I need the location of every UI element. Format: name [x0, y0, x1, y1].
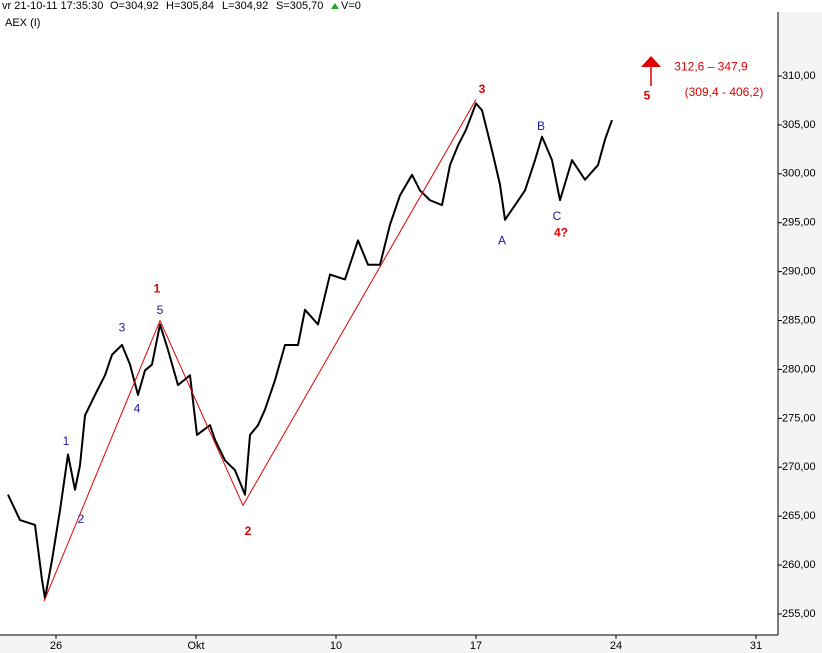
- annotation: 2: [78, 512, 85, 526]
- y-tick-label: 295,00: [782, 217, 816, 229]
- y-tick-label: 305,00: [782, 119, 816, 131]
- header-close: S=305,70: [276, 0, 323, 12]
- annotation: 4: [134, 402, 141, 416]
- x-tick-label: 26: [50, 640, 62, 652]
- header-high: H=305,84: [166, 0, 214, 12]
- x-tick-label: 31: [750, 640, 762, 652]
- y-tick-label: 300,00: [782, 168, 816, 180]
- up-triangle: [331, 3, 339, 9]
- y-tick-label: 260,00: [782, 559, 816, 571]
- annotation: A: [498, 233, 506, 247]
- y-tick-label: 255,00: [782, 608, 816, 620]
- x-tick-label: 24: [610, 640, 622, 652]
- annotation: 1: [154, 281, 161, 295]
- target-arrow-head: [641, 56, 661, 67]
- x-tick-label: 17: [470, 640, 482, 652]
- annotation: 4?: [554, 226, 568, 240]
- annotation: 5: [644, 89, 651, 103]
- y-tick-label: 280,00: [782, 363, 816, 375]
- chart-title: AEX (I): [5, 17, 40, 29]
- header-time: vr 21-10-11 17:35:30: [2, 0, 103, 12]
- x-tick-label: 10: [330, 640, 342, 652]
- annotation: 312,6 – 347,9: [674, 59, 748, 73]
- annotation: B: [537, 119, 545, 133]
- header-bar: [0, 0, 822, 12]
- annotation: 1: [63, 434, 70, 448]
- header-volume: V=0: [341, 0, 361, 12]
- header-low: L=304,92: [222, 0, 268, 12]
- annotation: C: [553, 209, 562, 223]
- annotation: 3: [479, 82, 486, 96]
- y-tick-label: 290,00: [782, 266, 816, 278]
- y-tick-label: 285,00: [782, 314, 816, 326]
- plot-area: [0, 12, 778, 635]
- header-open: O=304,92: [110, 0, 159, 12]
- price-line: [7, 102, 613, 600]
- y-tick-label: 270,00: [782, 461, 816, 473]
- annotation: 5: [157, 303, 164, 317]
- y-tick-label: 265,00: [782, 510, 816, 522]
- annotation: (309,4 - 406,2): [685, 85, 764, 99]
- annotation: 2: [245, 524, 252, 538]
- y-tick-label: 310,00: [782, 70, 816, 82]
- annotation: 3: [119, 321, 126, 335]
- y-tick-label: 275,00: [782, 412, 816, 424]
- x-tick-label: Okt: [187, 640, 204, 652]
- wave-line: [43, 99, 477, 602]
